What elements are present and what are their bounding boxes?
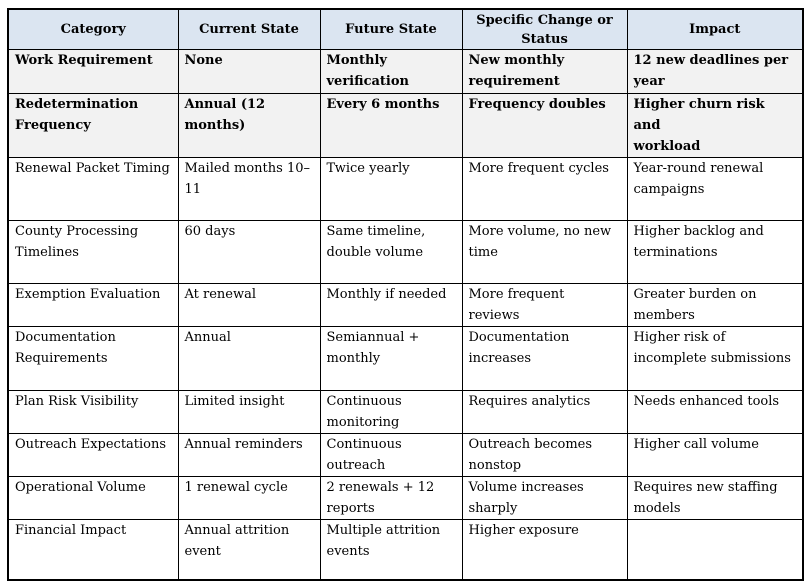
category-cell: Outreach Expectations <box>7 433 179 477</box>
column-header-specific-change-or-status: Specific Change or Status <box>461 8 628 50</box>
column-header-impact: Impact <box>626 8 804 50</box>
column-header-current-state: Current State <box>177 8 321 50</box>
row-documentation-requirements: Documentation Requirements Annual Semian… <box>7 326 804 391</box>
table-cell: More frequent cycles <box>461 157 628 221</box>
table-cell: Requires analytics <box>461 390 628 434</box>
category-cell: Work Requirement <box>7 49 179 94</box>
table-cell: Same timeline, double volume <box>319 220 463 284</box>
table-cell: Annual attrition event <box>177 519 321 580</box>
table-cell: Higher churn risk and workload <box>626 93 804 158</box>
table-cell: Frequency doubles <box>461 93 628 158</box>
category-cell: Exemption Evaluation <box>7 283 179 327</box>
table-cell: Continuous outreach <box>319 433 463 477</box>
table-cell: Semiannual + monthly <box>319 326 463 391</box>
table-cell: Annual (12 months) <box>177 93 321 158</box>
row-redetermination-frequency: Redetermination Frequency Annual (12 mon… <box>7 93 804 158</box>
row-renewal-packet-timing: Renewal Packet Timing Mailed months 10– … <box>7 157 804 221</box>
table-cell: Documentation increases <box>461 326 628 391</box>
table-cell <box>626 519 804 580</box>
table-cell: Needs enhanced tools <box>626 390 804 434</box>
table-cell: More frequent reviews <box>461 283 628 327</box>
column-header-future-state: Future State <box>319 8 463 50</box>
table-cell: Year-round renewal campaigns <box>626 157 804 221</box>
table-cell: Annual reminders <box>177 433 321 477</box>
row-exemption-evaluation: Exemption Evaluation At renewal Monthly … <box>7 283 804 327</box>
category-cell: Financial Impact <box>7 519 179 580</box>
table-cell: Twice yearly <box>319 157 463 221</box>
table-cell: 2 renewals + 12 reports <box>319 476 463 520</box>
table-cell: Greater burden on members <box>626 283 804 327</box>
table-cell: At renewal <box>177 283 321 327</box>
table-cell: Higher risk of incomplete submissions <box>626 326 804 391</box>
table-cell: Volume increases sharply <box>461 476 628 520</box>
comparison-table-container: Category Current State Future State Spec… <box>7 8 804 581</box>
table-cell: None <box>177 49 321 94</box>
table-cell: Higher backlog and terminations <box>626 220 804 284</box>
row-county-processing-timelines: County Processing Timelines 60 days Same… <box>7 220 804 284</box>
category-cell: Plan Risk Visibility <box>7 390 179 434</box>
table-cell: Limited insight <box>177 390 321 434</box>
table-cell: 60 days <box>177 220 321 284</box>
row-operational-volume: Operational Volume 1 renewal cycle 2 ren… <box>7 476 804 520</box>
row-work-requirement: Work Requirement None Monthly verificati… <box>7 49 804 94</box>
table-cell: Continuous monitoring <box>319 390 463 434</box>
table-cell: Outreach becomes nonstop <box>461 433 628 477</box>
row-plan-risk-visibility: Plan Risk Visibility Limited insight Con… <box>7 390 804 434</box>
category-cell: Redetermination Frequency <box>7 93 179 158</box>
table-cell: Monthly verification <box>319 49 463 94</box>
comparison-table: Category Current State Future State Spec… <box>7 8 804 581</box>
category-cell: Documentation Requirements <box>7 326 179 391</box>
category-cell: County Processing Timelines <box>7 220 179 284</box>
category-cell: Renewal Packet Timing <box>7 157 179 221</box>
table-cell: 1 renewal cycle <box>177 476 321 520</box>
table-cell: Higher exposure <box>461 519 628 580</box>
table-cell: Monthly if needed <box>319 283 463 327</box>
table-cell: Higher call volume <box>626 433 804 477</box>
table-cell: Every 6 months <box>319 93 463 158</box>
row-outreach-expectations: Outreach Expectations Annual reminders C… <box>7 433 804 477</box>
table-cell: More volume, no new time <box>461 220 628 284</box>
table-cell: Multiple attrition events <box>319 519 463 580</box>
column-header-category: Category <box>7 8 179 50</box>
table-cell: Requires new staffing models <box>626 476 804 520</box>
table-cell: 12 new deadlines per year <box>626 49 804 94</box>
category-cell: Operational Volume <box>7 476 179 520</box>
header-row: Category Current State Future State Spec… <box>7 8 804 50</box>
table-cell: New monthly requirement <box>461 49 628 94</box>
table-cell: Mailed months 10– 11 <box>177 157 321 221</box>
table-cell: Annual <box>177 326 321 391</box>
row-financial-impact: Financial Impact Annual attrition event … <box>7 519 804 580</box>
